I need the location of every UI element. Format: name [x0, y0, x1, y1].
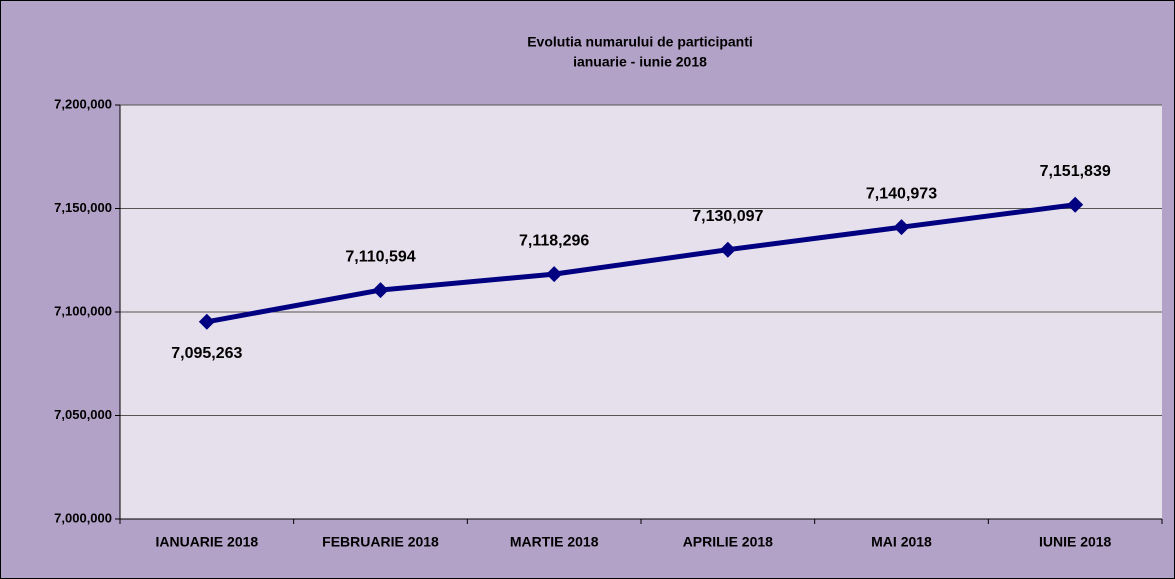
- y-tick-label: 7,200,000: [54, 96, 112, 111]
- data-point: [372, 282, 389, 299]
- x-tick-label: MARTIE 2018: [510, 534, 599, 550]
- y-tick-label: 7,050,000: [54, 407, 112, 422]
- data-label: 7,095,263: [171, 345, 242, 362]
- x-tick-label: FEBRUARIE 2018: [322, 534, 439, 550]
- chart-subtitle: ianuarie - iunie 2018: [573, 54, 707, 70]
- data-point: [1067, 196, 1084, 213]
- data-point: [719, 241, 736, 258]
- x-tick-label: MAI 2018: [871, 534, 932, 550]
- data-label: 7,110,594: [345, 248, 415, 265]
- data-point: [546, 266, 563, 283]
- data-point: [198, 313, 215, 330]
- data-point: [893, 219, 910, 236]
- y-tick-label: 7,150,000: [54, 200, 112, 215]
- x-tick-label: IANUARIE 2018: [155, 534, 258, 550]
- data-label: 7,140,973: [866, 185, 937, 202]
- y-tick-label: 7,100,000: [54, 303, 112, 318]
- x-tick-label: APRILIE 2018: [683, 534, 773, 550]
- data-label: 7,118,296: [519, 232, 589, 249]
- data-line: [206, 202, 1076, 325]
- y-tick-label: 7,000,000: [54, 510, 112, 525]
- x-tick-label: IUNIE 2018: [1039, 534, 1112, 550]
- data-label: 7,151,839: [1040, 163, 1111, 180]
- chart-title: Evolutia numarului de participanti: [527, 34, 753, 50]
- data-label: 7,130,097: [692, 208, 763, 225]
